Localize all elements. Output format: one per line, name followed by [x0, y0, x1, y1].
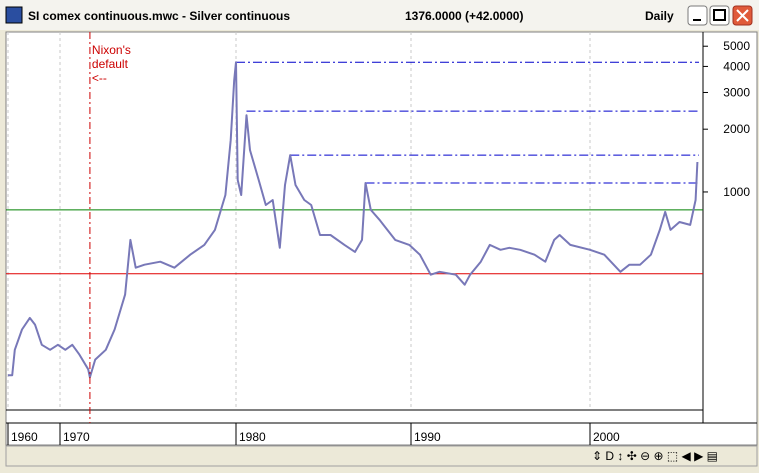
- annotation-text: Nixon's: [92, 43, 131, 57]
- y-tick-label: 5000: [723, 39, 750, 53]
- maximize-button[interactable]: [709, 5, 730, 26]
- x-tick-label: 1970: [63, 430, 90, 444]
- toolbar-icons[interactable]: ⇕ D ↕ ✣ ⊖ ⊕ ⬚ ◀ ▶ ▤: [592, 449, 718, 463]
- annotation-text: <--: [92, 71, 107, 85]
- price-line: [8, 61, 699, 379]
- x-tick-label: 1980: [239, 430, 266, 444]
- x-tick-label: 1990: [414, 430, 441, 444]
- window-title: SI comex continuous.mwc - Silver continu…: [28, 9, 290, 23]
- minimize-button[interactable]: [687, 5, 708, 26]
- period: Daily: [645, 9, 674, 23]
- annotation-text: default: [92, 57, 129, 71]
- y-tick-label: 3000: [723, 85, 750, 99]
- x-tick-label: 1960: [11, 430, 38, 444]
- title-bar: [0, 0, 759, 30]
- scroll-bar[interactable]: [5, 445, 758, 467]
- y-tick-label: 1000: [723, 185, 750, 199]
- plot-layer: [6, 32, 703, 410]
- x-tick-label: 2000: [593, 430, 620, 444]
- app-icon: [5, 6, 23, 24]
- quote: 1376.0000 (+42.0000): [405, 9, 523, 23]
- y-tick-label: 2000: [723, 122, 750, 136]
- y-tick-label: 4000: [723, 59, 750, 73]
- chart-panel: [5, 31, 758, 446]
